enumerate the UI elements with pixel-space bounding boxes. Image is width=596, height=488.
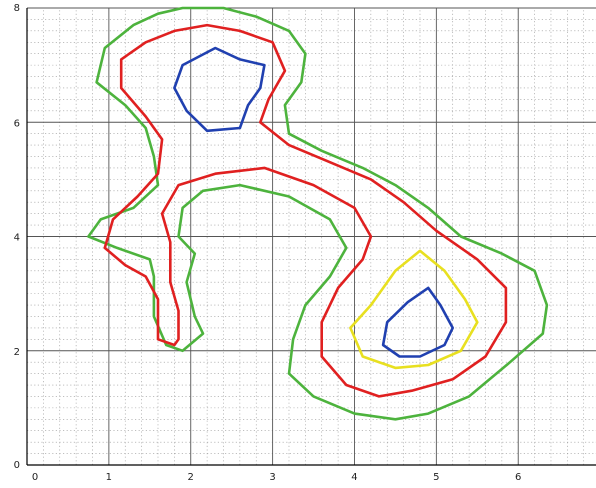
contour-line-2 — [103, 23, 508, 398]
y-tick-label: 4 — [14, 233, 20, 244]
y-tick-label: 0 — [14, 460, 20, 471]
contour-line-1 — [87, 6, 549, 421]
x-tick-label: 3 — [269, 472, 275, 483]
axes — [26, 8, 596, 466]
tick-labels: 0 1 2 3 4 5 6 0 2 4 6 8 — [14, 3, 522, 483]
x-tick-label: 1 — [106, 472, 112, 483]
x-tick-label: 5 — [433, 472, 439, 483]
x-tick-label: 4 — [351, 472, 357, 483]
y-tick-label: 8 — [14, 3, 20, 14]
x-tick-label: 0 — [32, 472, 38, 483]
minor-grid — [27, 8, 596, 465]
x-tick-label: 2 — [188, 472, 194, 483]
x-tick-label: 6 — [515, 472, 521, 483]
contour-line-4 — [349, 249, 479, 370]
y-tick-label: 6 — [14, 118, 20, 129]
contour-lines — [87, 6, 549, 421]
contour-line-5 — [381, 286, 454, 358]
y-tick-label: 2 — [14, 347, 20, 358]
contour-line-3 — [173, 46, 266, 133]
